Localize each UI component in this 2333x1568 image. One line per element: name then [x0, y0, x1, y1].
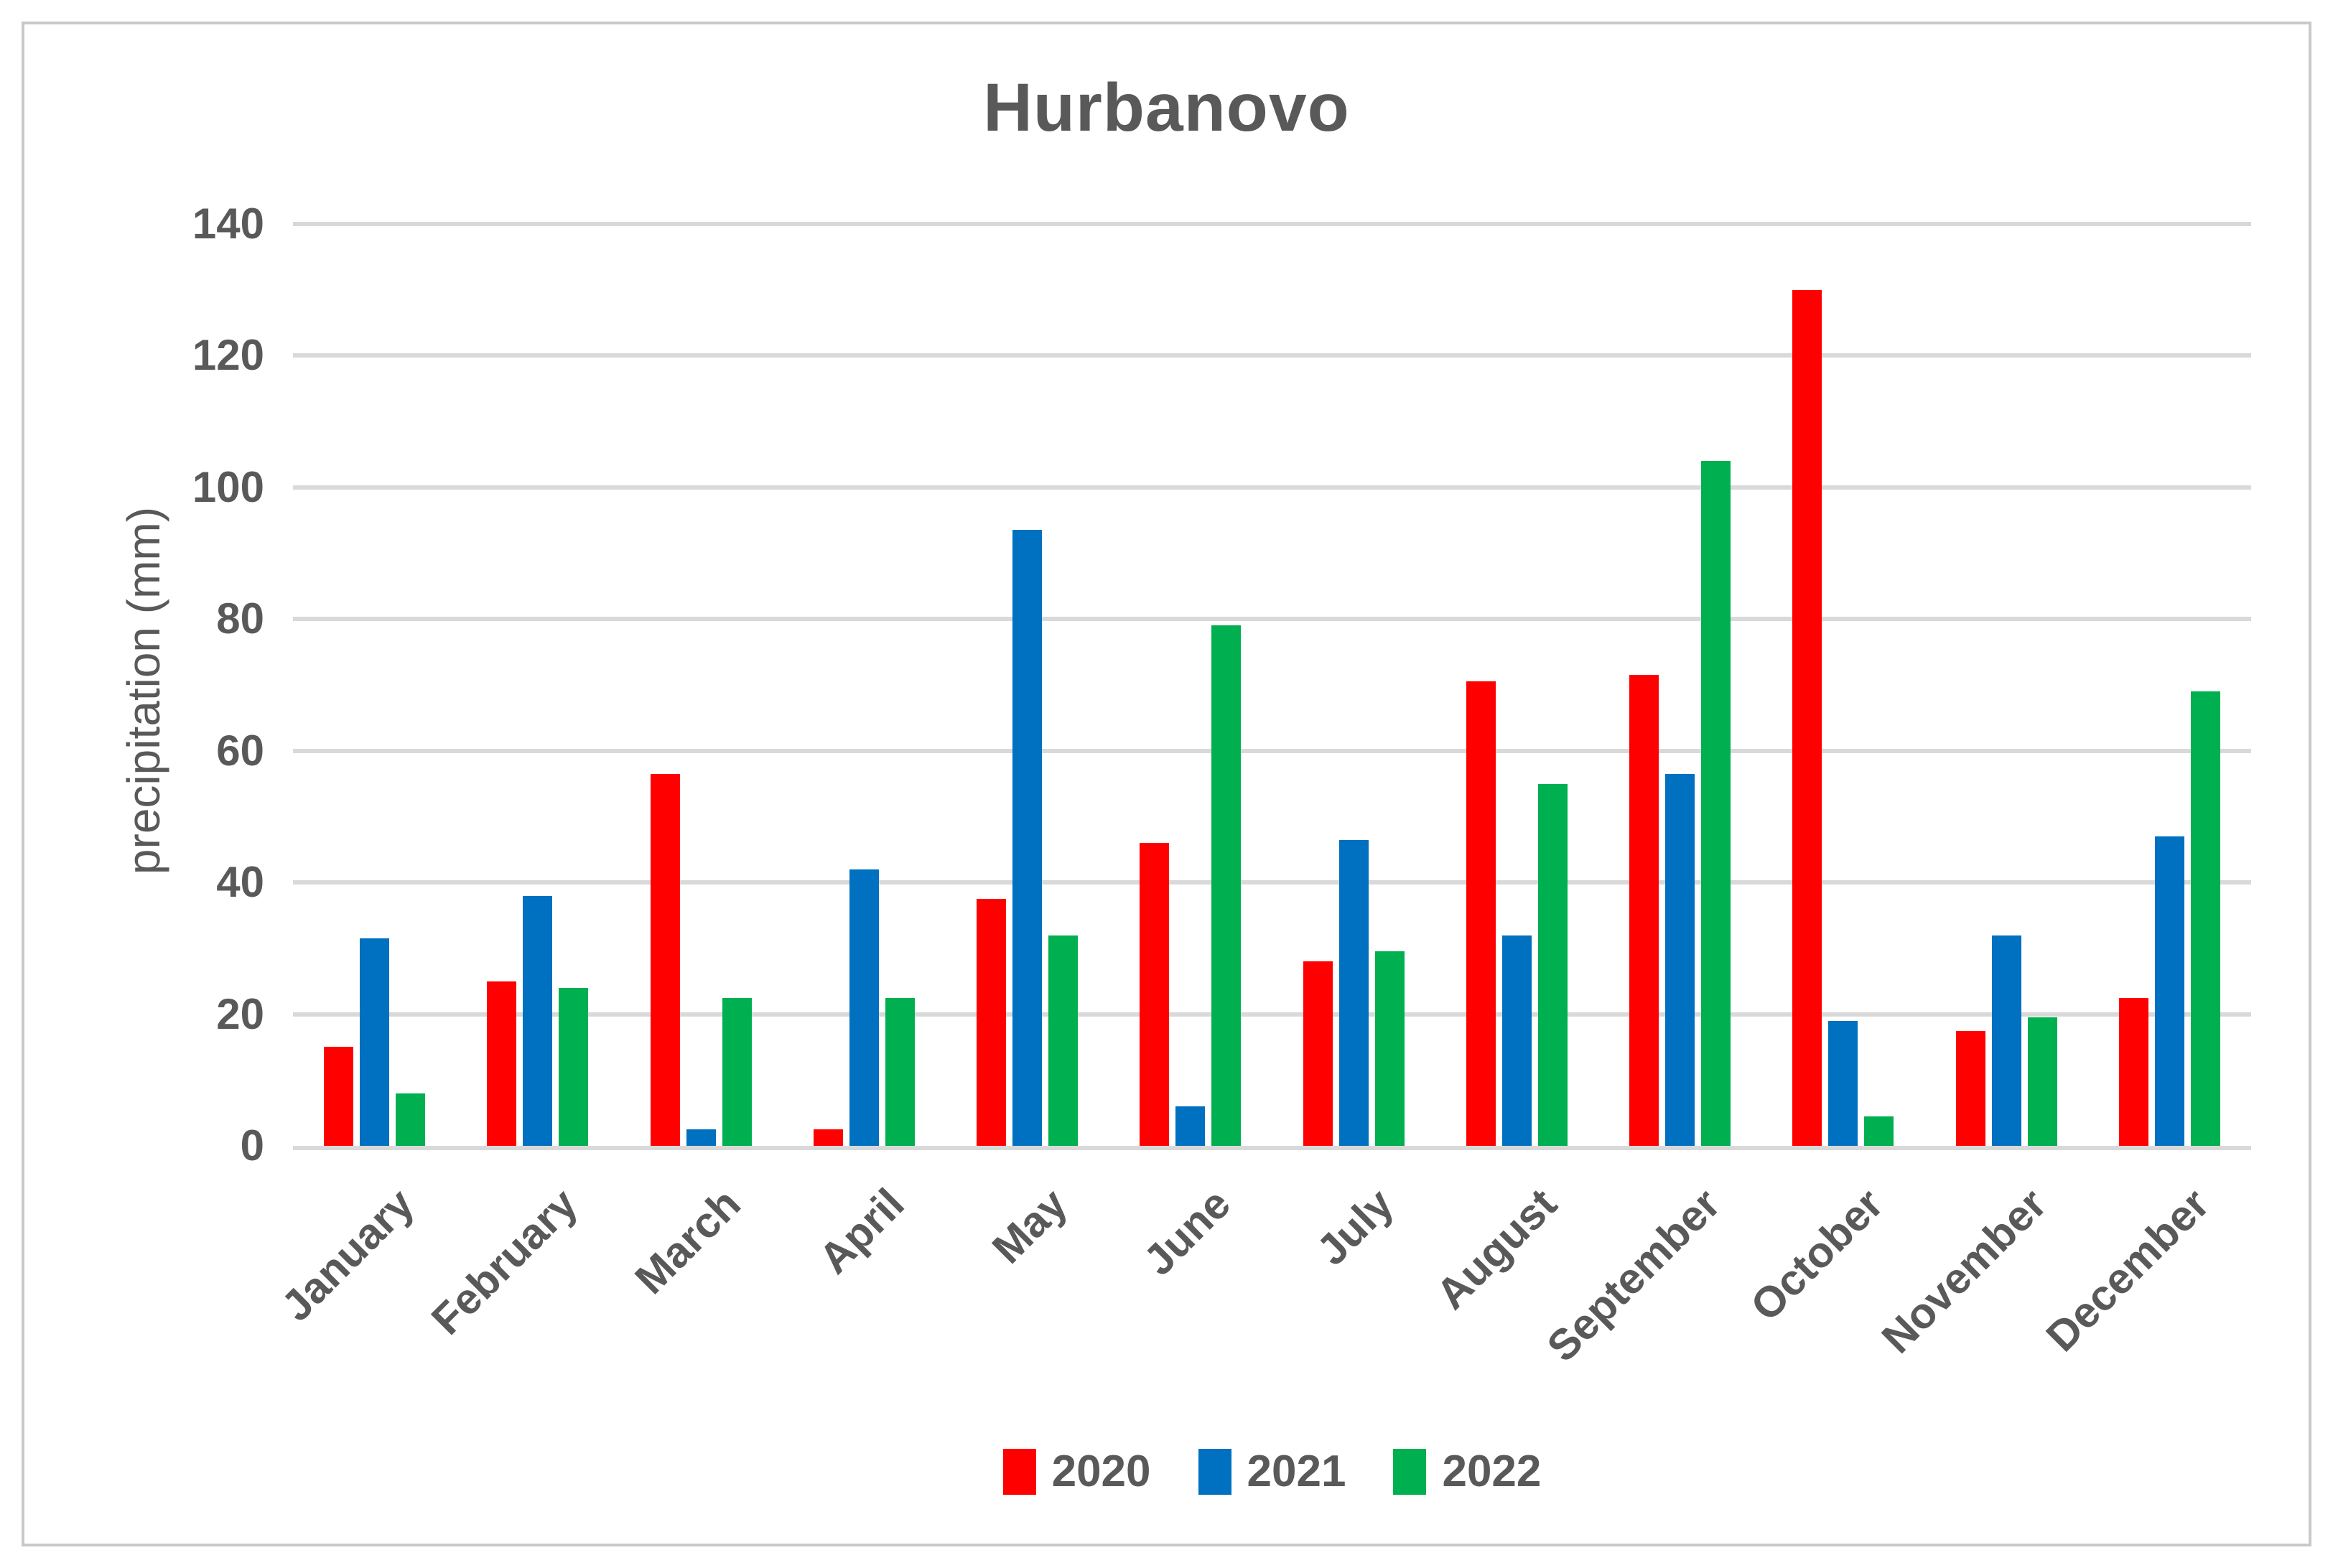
bar-2021-november — [1991, 935, 2021, 1146]
bar-2022-december — [2190, 691, 2220, 1146]
y-tick-0: 0 — [240, 1121, 264, 1170]
legend-swatch-2022 — [1393, 1448, 1427, 1495]
gridline-60 — [293, 748, 2251, 753]
gridline-140 — [293, 222, 2251, 226]
bar-2020-august — [1466, 681, 1496, 1146]
y-tick-120: 120 — [192, 331, 264, 380]
bar-2020-may — [977, 899, 1007, 1146]
bar-2022-july — [1374, 951, 1405, 1146]
bar-2020-december — [2118, 997, 2148, 1146]
bar-2020-november — [1955, 1030, 1985, 1146]
bar-2022-november — [2027, 1017, 2057, 1146]
gridline-0 — [293, 1146, 2251, 1150]
bar-2022-may — [1048, 935, 1079, 1146]
bar-2021-april — [849, 869, 879, 1146]
y-tick-60: 60 — [216, 726, 264, 775]
plot-area — [293, 222, 2251, 1150]
bar-2021-june — [1175, 1106, 1206, 1146]
y-axis-title: precipitation (mm) — [118, 506, 169, 875]
bar-2021-march — [686, 1129, 716, 1146]
gridline-120 — [293, 353, 2251, 358]
chart-outer-border — [22, 22, 2311, 1546]
y-tick-20: 20 — [216, 989, 264, 1038]
bar-2021-may — [1012, 530, 1043, 1146]
y-tick-100: 100 — [192, 462, 264, 511]
bar-2022-january — [396, 1093, 426, 1146]
bar-2022-april — [885, 997, 915, 1146]
bar-2020-march — [650, 773, 680, 1146]
bar-2022-september — [1701, 461, 1731, 1146]
legend: 2020 2021 2022 — [293, 1446, 2251, 1497]
bar-2020-june — [1140, 843, 1170, 1146]
bar-2020-october — [1792, 289, 1822, 1146]
legend-swatch-2021 — [1198, 1448, 1231, 1495]
legend-item-2020: 2020 — [1002, 1446, 1151, 1497]
bar-2021-december — [2154, 836, 2184, 1146]
bar-2021-july — [1338, 839, 1369, 1146]
bar-2021-february — [523, 895, 553, 1146]
legend-label-2022: 2022 — [1442, 1447, 1542, 1496]
bar-2020-july — [1303, 961, 1333, 1146]
bar-2021-september — [1665, 773, 1695, 1146]
bar-2021-january — [360, 938, 390, 1146]
gridline-20 — [293, 1012, 2251, 1017]
y-tick-80: 80 — [216, 594, 264, 643]
bar-2021-october — [1828, 1020, 1858, 1146]
bar-2020-april — [813, 1129, 843, 1146]
bar-2022-august — [1537, 783, 1568, 1146]
gridline-40 — [293, 880, 2251, 885]
legend-item-2022: 2022 — [1393, 1446, 1541, 1497]
y-tick-140: 140 — [192, 200, 264, 248]
gridline-100 — [293, 485, 2251, 490]
bar-2022-june — [1211, 625, 1242, 1146]
legend-swatch-2020 — [1002, 1448, 1036, 1495]
y-tick-40: 40 — [216, 858, 264, 907]
legend-label-2020: 2020 — [1051, 1447, 1151, 1496]
legend-item-2021: 2021 — [1198, 1446, 1346, 1497]
chart-title: Hurbanovo — [983, 70, 1350, 146]
bar-2021-august — [1501, 935, 1532, 1146]
bar-2022-february — [559, 987, 589, 1146]
legend-label-2021: 2021 — [1247, 1447, 1346, 1496]
bar-2022-march — [722, 997, 752, 1146]
bar-2020-september — [1629, 675, 1659, 1146]
gridline-80 — [293, 617, 2251, 622]
bar-2020-january — [324, 1047, 354, 1146]
bar-2020-february — [487, 981, 517, 1146]
bar-2022-october — [1864, 1116, 1894, 1146]
